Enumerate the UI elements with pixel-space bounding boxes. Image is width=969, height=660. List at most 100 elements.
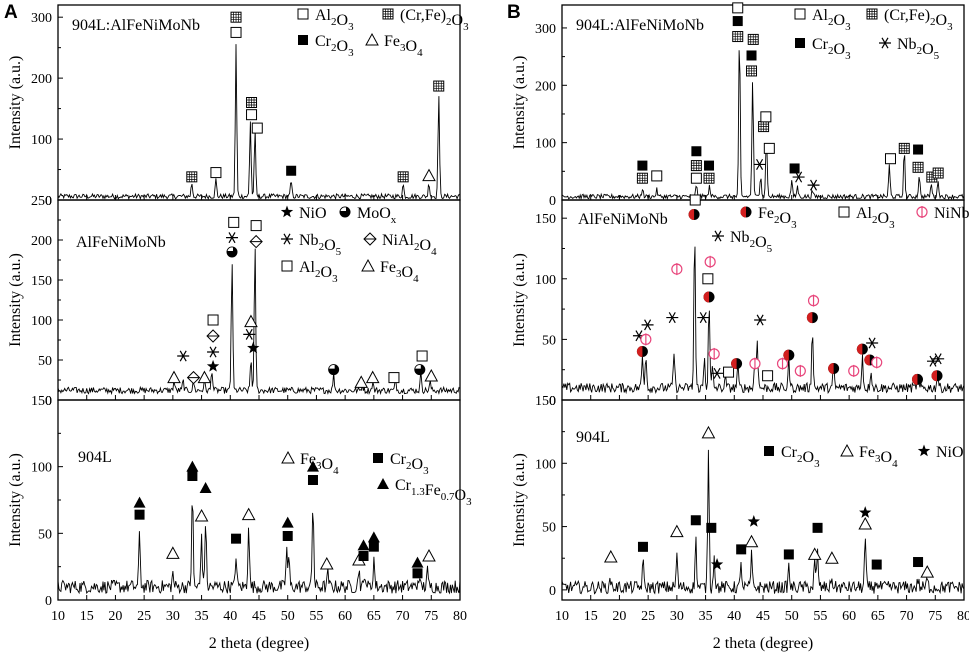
marker-star: [917, 444, 931, 457]
panel-label: B: [507, 2, 521, 23]
marker-open-diamond: [206, 329, 220, 343]
y-tick-label: 150: [31, 394, 52, 409]
x-tick-label: 10: [555, 609, 569, 624]
marker-open-triangle: [194, 508, 209, 522]
xrd-pattern-line: [57, 248, 461, 396]
marker-filled-square: [732, 16, 743, 27]
legend-entry-al2o3: Al2O3: [838, 205, 895, 231]
marker-open-square: [416, 350, 428, 362]
x-tick-label: 50: [785, 609, 799, 624]
xrd-pattern-line: [57, 44, 461, 201]
marker-open-triangle: [166, 546, 180, 559]
marker-open-triangle: [920, 565, 935, 578]
legend-entry-fe3o4: Fe3O4: [365, 32, 423, 59]
marker-asterisk: [226, 232, 239, 244]
sample-label: 904L:AlFeNiMoNb: [72, 17, 200, 34]
legend-label: Cr2O3: [781, 444, 820, 470]
marker-open-triangle: [281, 450, 295, 464]
marker-open-triangle: [840, 443, 854, 457]
marker-open-triangle: [319, 556, 334, 570]
x-tick-label: 75: [424, 609, 438, 624]
legend-entry-nio: NiO: [917, 444, 964, 461]
marker-filled-square: [913, 144, 924, 155]
marker-asterisk: [641, 319, 654, 331]
marker-half-circle: [414, 364, 426, 376]
marker-open-square: [689, 194, 701, 206]
marker-pink-phi: [671, 263, 683, 276]
y-tick-label: 100: [535, 457, 556, 472]
marker-open-triangle: [361, 258, 375, 272]
marker-filled-triangle: [281, 516, 294, 528]
x-tick-label: 75: [928, 609, 942, 624]
marker-asterisk: [177, 350, 190, 362]
marker-filled-square: [637, 160, 648, 171]
legend-entry-cr2o3: Cr2O3: [373, 451, 429, 477]
marker-half-circle: [328, 364, 340, 376]
marker-open-triangle: [670, 524, 684, 538]
y-tick-label: 0: [549, 584, 556, 599]
y-tick-label: 50: [542, 333, 556, 348]
marker-open-triangle: [167, 370, 181, 384]
y-tick-label: 100: [535, 273, 556, 288]
legend-label: Cr1.3Fe0.7O3: [395, 477, 472, 508]
marker-red-half-circle: [911, 373, 923, 385]
marker-filled-square: [231, 533, 242, 544]
marker-boxplus: [636, 172, 648, 184]
marker-star: [206, 359, 220, 372]
marker-open-triangle: [365, 32, 379, 46]
legend-label: Nb2O5: [299, 232, 342, 258]
marker-star: [280, 205, 294, 218]
y-axis-title: Intensity (a.u.): [7, 56, 24, 150]
marker-open-square: [763, 142, 775, 154]
subplot-alfenimonb: 0 50 100 150 200 250 Intensity (a.u.) AlFeNiMoN…: [7, 194, 461, 409]
legend-label: Al2O3: [856, 205, 895, 231]
marker-open-square: [762, 370, 774, 382]
x-tick-label: 80: [957, 609, 969, 624]
y-axis-title: Intensity (a.u.): [511, 56, 528, 150]
x-tick-label: 25: [137, 609, 151, 624]
marker-boxplus: [382, 8, 394, 20]
marker-open-triangle: [744, 534, 759, 548]
legend: Cr2O3 Fe3O4 NiO: [764, 443, 964, 470]
marker-boxplus: [912, 161, 924, 173]
marker-star: [710, 558, 724, 570]
legend-label: (Cr,Fe)2O3: [884, 7, 953, 33]
marker-filled-square: [368, 541, 379, 552]
xrd-pattern-line: [57, 505, 461, 595]
marker-filled-square: [913, 557, 924, 568]
sample-label: 904L:AlFeNiMoNb: [576, 17, 704, 34]
marker-open-square: [251, 122, 263, 134]
marker-asterisk: [879, 37, 891, 49]
marker-open-triangle: [244, 314, 258, 328]
marker-filled-square: [307, 475, 318, 485]
marker-open-square: [230, 26, 242, 38]
marker-pink-phi: [640, 333, 652, 346]
marker-asterisk: [932, 353, 945, 365]
marker-red-half-circle: [731, 358, 743, 370]
x-tick-label: 45: [756, 609, 770, 624]
marker-filled-square: [691, 146, 702, 157]
y-tick-label: 50: [542, 521, 556, 536]
y-axis-title: Intensity (a.u.): [7, 253, 24, 347]
marker-open-triangle: [422, 548, 436, 562]
marker-open-triangle: [701, 425, 716, 439]
marker-asterisk: [792, 171, 805, 183]
legend-label: Al2O3: [812, 7, 851, 33]
xrd-pattern-line: [561, 246, 965, 395]
marker-red-half-circle: [703, 291, 715, 303]
marker-pink-phi: [916, 206, 928, 218]
legend-entry-cr1-3fe0-7o3: Cr1.3Fe0.7O3: [377, 477, 472, 508]
marker-open-square: [281, 260, 293, 272]
marker-open-triangle: [197, 370, 212, 384]
marker-pink-phi: [708, 347, 720, 360]
marker-red-half-circle: [783, 349, 795, 361]
x-axis-title: 2 theta (degree): [209, 635, 309, 652]
y-tick-label: 100: [535, 137, 556, 152]
marker-pink-phi: [807, 294, 820, 307]
marker-boxplus: [246, 97, 258, 108]
marker-open-square: [838, 206, 850, 218]
legend: Al2O3 (Cr,Fe)2O3 Cr2O3 Nb2O5: [794, 7, 953, 62]
xrd-pattern-line: [561, 50, 965, 201]
marker-filled-square: [187, 471, 198, 481]
